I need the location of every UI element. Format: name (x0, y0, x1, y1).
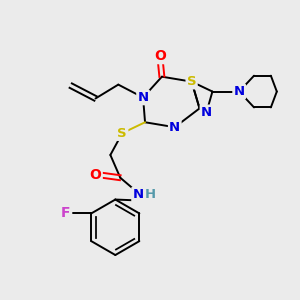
Text: S: S (117, 127, 127, 140)
Text: N: N (137, 91, 148, 104)
Text: N: N (201, 106, 212, 119)
Text: O: O (154, 49, 166, 63)
Text: N: N (234, 85, 245, 98)
Text: H: H (144, 188, 156, 201)
Text: O: O (90, 168, 101, 182)
Text: S: S (187, 75, 196, 88)
Text: N: N (169, 121, 180, 134)
Text: N: N (133, 188, 144, 201)
Text: F: F (61, 206, 70, 220)
